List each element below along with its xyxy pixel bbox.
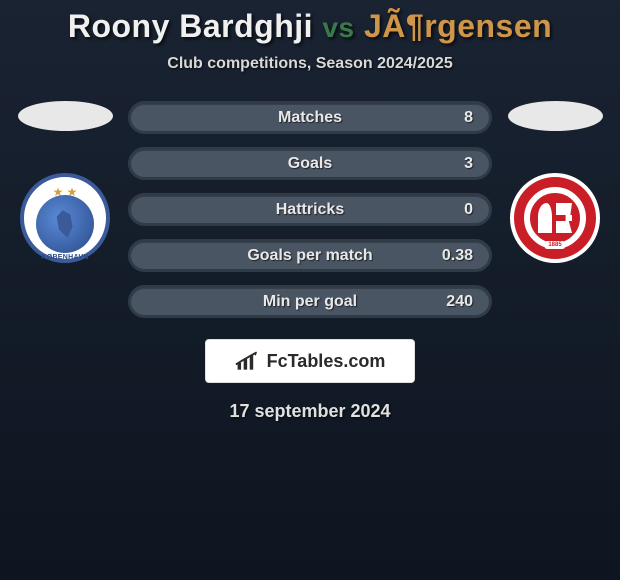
player1-name: Roony Bardghji — [68, 8, 313, 44]
club2-badge: 1885 — [510, 173, 600, 263]
stat-row: Matches 8 — [128, 101, 492, 134]
player2-photo-placeholder — [508, 101, 603, 131]
comparison-title: Roony Bardghji vs JÃ¶rgensen — [0, 8, 620, 45]
club2-year: 1885 — [544, 241, 565, 249]
date-label: 17 september 2024 — [0, 401, 620, 422]
club1-crest-icon — [36, 195, 94, 253]
stat-value: 8 — [423, 109, 473, 127]
stat-label: Matches — [197, 109, 423, 127]
vs-label: vs — [322, 12, 354, 43]
stat-value: 0.38 — [423, 247, 473, 265]
brand-panel: FcTables.com — [205, 339, 415, 383]
stat-value: 0 — [423, 201, 473, 219]
stats-bars: Matches 8 Goals 3 Hattricks 0 Goals per … — [120, 101, 500, 331]
stat-label: Hattricks — [197, 201, 423, 219]
stat-label: Goals per match — [197, 247, 423, 265]
stat-value: 240 — [423, 293, 473, 311]
right-player-column: 1885 — [500, 101, 610, 263]
club1-badge: KØBENHAVN — [20, 173, 110, 263]
stat-label: Goals — [197, 155, 423, 173]
stat-value: 3 — [423, 155, 473, 173]
stat-row: Goals per match 0.38 — [128, 239, 492, 272]
bar-chart-icon — [235, 350, 261, 372]
club1-name-arc: KØBENHAVN — [24, 254, 106, 261]
stat-row: Min per goal 240 — [128, 285, 492, 318]
player2-name: JÃ¶rgensen — [364, 8, 552, 44]
player1-photo-placeholder — [18, 101, 113, 131]
club2-crest-icon — [524, 187, 586, 249]
stat-row: Goals 3 — [128, 147, 492, 180]
brand-text: FcTables.com — [267, 351, 386, 372]
subtitle: Club competitions, Season 2024/2025 — [0, 55, 620, 73]
stat-label: Min per goal — [197, 293, 423, 311]
left-player-column: KØBENHAVN — [10, 101, 120, 263]
stat-row: Hattricks 0 — [128, 193, 492, 226]
